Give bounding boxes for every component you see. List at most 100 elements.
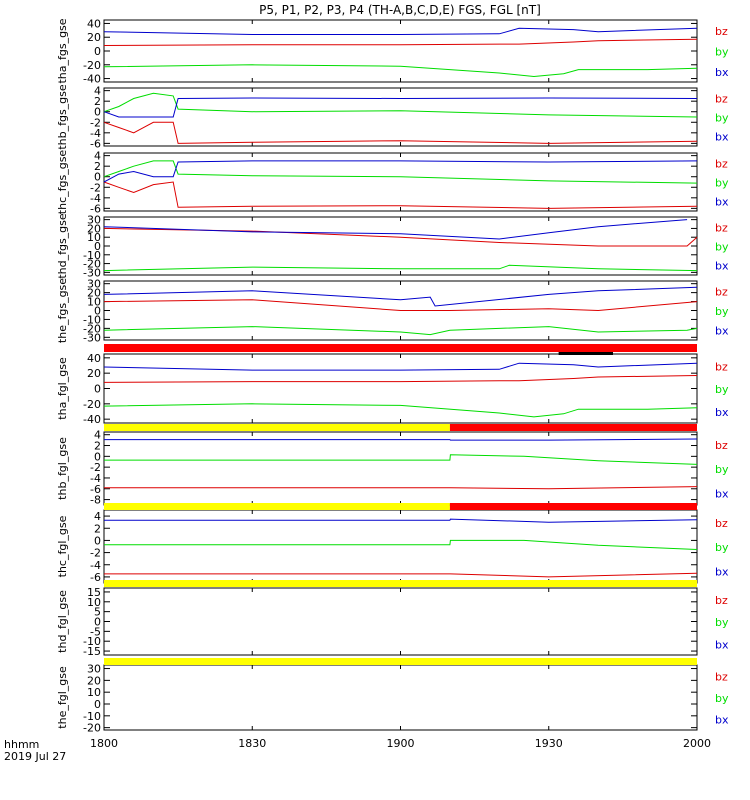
series-line-by — [104, 454, 698, 465]
legend-bx: bx — [715, 638, 729, 651]
legend-bz: bz — [715, 286, 728, 299]
series-line-bx — [104, 438, 698, 441]
y-tick-label: 0 — [94, 450, 101, 463]
legend-bx: bx — [715, 196, 729, 209]
series-line-bz — [103, 121, 698, 144]
series-line-by — [103, 403, 698, 418]
y-tick-label: 10 — [87, 686, 101, 699]
y-tick-label: 4 — [94, 510, 101, 523]
x-tick-label: 1800 — [90, 737, 118, 750]
legend-bx: bx — [715, 260, 729, 273]
series-line-by — [103, 264, 698, 272]
y-tick-label: -2 — [90, 181, 101, 194]
status-bar — [104, 658, 697, 665]
status-bar — [104, 424, 697, 431]
series-line-bx — [103, 27, 698, 35]
y-tick-label: -20 — [83, 59, 101, 72]
y-tick-label: 0 — [94, 698, 101, 711]
plot-title: P5, P1, P2, P3, P4 (TH-A,B,C,D,E) FGS, F… — [259, 3, 541, 17]
y-tick-label: 2 — [94, 95, 101, 108]
y-tick-label: 40 — [87, 352, 101, 365]
y-tick-label: -20 — [83, 722, 101, 735]
y-axis-label: tha_fgs_gse — [56, 18, 69, 83]
panel-thc_fgs_gse: 420-2-4-6 thc_fgs_gse bz by bx — [56, 150, 729, 216]
y-tick-label: -40 — [83, 73, 101, 86]
series-line-bz — [104, 572, 698, 578]
panel-frame — [103, 87, 698, 147]
panel-frame — [103, 19, 698, 83]
y-tick-label: -15 — [83, 645, 101, 658]
status-bar-segment — [104, 580, 697, 587]
x-tick-label: 1830 — [238, 737, 266, 750]
y-tick-label: 0 — [94, 616, 101, 629]
y-tick-label: 4 — [94, 85, 101, 98]
y-tick-label: 30 — [87, 663, 101, 676]
legend-by: by — [715, 112, 729, 125]
status-bar-segment — [104, 503, 450, 510]
y-tick-label: -6 — [90, 202, 101, 215]
y-tick-label: -2 — [90, 461, 101, 474]
y-tick-label: -10 — [83, 710, 101, 723]
y-tick-label: -10 — [83, 249, 101, 262]
y-tick-label: 0 — [94, 240, 101, 253]
y-tick-label: -4 — [90, 559, 101, 572]
series-line-by — [103, 326, 698, 336]
y-tick-label: -8 — [90, 494, 101, 507]
legend-by: by — [715, 177, 729, 190]
status-bar — [104, 344, 697, 355]
y-tick-label: 0 — [94, 106, 101, 119]
y-tick-label: -20 — [83, 258, 101, 271]
legend-bx: bx — [715, 487, 729, 500]
legend-bz: bz — [715, 439, 728, 452]
y-tick-label: -6 — [90, 137, 101, 150]
y-tick-label: -6 — [90, 571, 101, 584]
panel-frame — [103, 664, 698, 731]
panel-tha_fgl_gse: 40 20 0 -20 -40 tha_fgl_gse bz by bx — [56, 352, 729, 426]
panel-frame — [103, 353, 698, 424]
status-bar-segment — [558, 352, 613, 355]
y-tick-label: 2 — [94, 160, 101, 173]
legend-by: by — [715, 616, 729, 629]
legend-bx: bx — [715, 714, 729, 727]
y-tick-label: 40 — [87, 17, 101, 30]
series-line-bz — [103, 227, 698, 247]
y-axis-label: the_fgs_gse — [56, 278, 69, 343]
legend-bx: bx — [715, 406, 729, 419]
legend-by: by — [715, 463, 729, 476]
y-tick-label: -6 — [90, 483, 101, 496]
series-line-bx — [103, 286, 698, 307]
legend-bz: bz — [715, 92, 728, 105]
y-tick-label: -4 — [90, 127, 101, 140]
y-tick-label: 10 — [87, 596, 101, 609]
time-unit-label: hhmm — [4, 738, 39, 751]
panel-frame — [103, 431, 698, 506]
status-bar — [104, 580, 697, 587]
y-tick-label: -4 — [90, 192, 101, 205]
y-tick-label: 30 — [87, 278, 101, 291]
legend-bz: bz — [715, 360, 728, 373]
series-line-by — [104, 539, 698, 550]
y-tick-label: -30 — [83, 266, 101, 279]
y-tick-label: -20 — [83, 398, 101, 411]
legend-bx: bx — [715, 565, 729, 578]
date-label: 2019 Jul 27 — [4, 750, 66, 763]
y-axis-label: thc_fgl_gse — [56, 515, 69, 577]
y-tick-label: 0 — [94, 171, 101, 184]
legend-bz: bz — [715, 671, 728, 684]
x-tick-label: 1900 — [387, 737, 415, 750]
y-axis-label: thc_fgs_gse — [56, 150, 69, 215]
legend-bz: bz — [715, 25, 728, 38]
legend-bz: bz — [715, 594, 728, 607]
status-bar-segment — [449, 503, 697, 510]
y-tick-label: 10 — [87, 231, 101, 244]
y-tick-label: -40 — [83, 413, 101, 426]
series-line-bx — [103, 97, 698, 118]
series-line-bz — [103, 375, 698, 383]
legend-bx: bx — [715, 325, 729, 338]
series-line-by — [103, 92, 698, 118]
